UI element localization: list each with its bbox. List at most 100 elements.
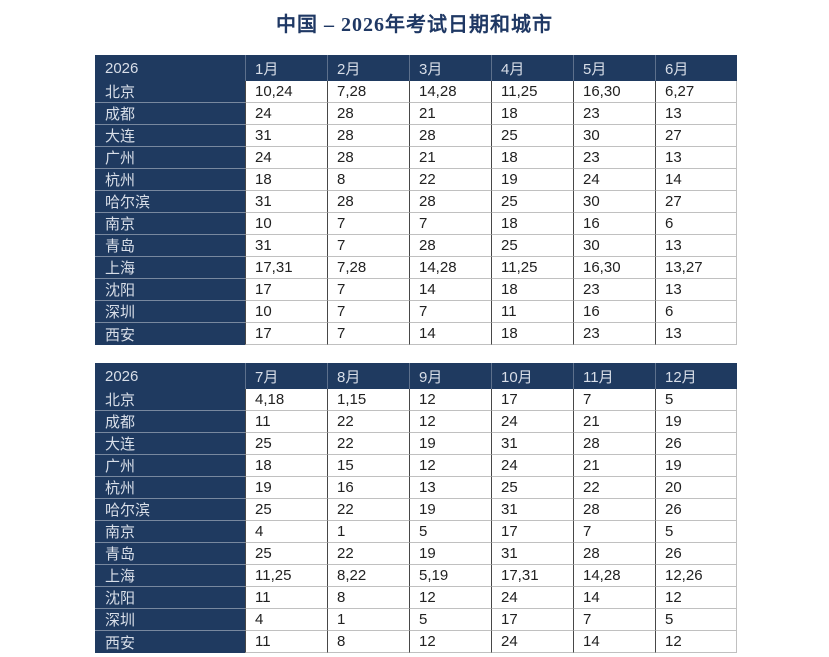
date-cell: 7 <box>573 521 655 543</box>
date-cell: 21 <box>409 147 491 169</box>
city-cell: 沈阳 <box>95 279 245 301</box>
date-cell: 19 <box>245 477 327 499</box>
city-cell: 南京 <box>95 213 245 235</box>
table-header-row: 2026 1月 2月 3月 4月 5月 6月 <box>95 55 737 81</box>
date-cell: 8,22 <box>327 565 409 587</box>
date-cell: 23 <box>573 279 655 301</box>
city-cell: 北京 <box>95 81 245 103</box>
date-cell: 11,25 <box>245 565 327 587</box>
date-cell: 24 <box>245 147 327 169</box>
date-cell: 30 <box>573 191 655 213</box>
date-cell: 18 <box>491 213 573 235</box>
month-header-cell: 6月 <box>655 55 737 81</box>
date-cell: 10 <box>245 301 327 323</box>
table-row: 上海 11,25 8,22 5,19 17,31 14,28 12,26 <box>95 565 737 587</box>
date-cell: 14,28 <box>409 81 491 103</box>
month-header-cell: 2月 <box>327 55 409 81</box>
date-cell: 23 <box>573 323 655 345</box>
exam-table-2: 2026 7月 8月 9月 10月 11月 12月 北京 4,18 1,15 12 17 7 5 成都 11 2… <box>95 363 737 653</box>
city-cell: 北京 <box>95 389 245 411</box>
date-cell: 25 <box>245 433 327 455</box>
date-cell: 13 <box>655 147 737 169</box>
date-cell: 28 <box>327 125 409 147</box>
date-cell: 19 <box>491 169 573 191</box>
city-cell: 广州 <box>95 455 245 477</box>
date-cell: 16,30 <box>573 81 655 103</box>
date-cell: 13 <box>655 235 737 257</box>
date-cell: 24 <box>491 587 573 609</box>
date-cell: 17 <box>491 521 573 543</box>
date-cell: 6 <box>655 213 737 235</box>
date-cell: 7 <box>409 301 491 323</box>
table-row: 广州 18 15 12 24 21 19 <box>95 455 737 477</box>
month-header-cell: 11月 <box>573 363 655 389</box>
date-cell: 17 <box>491 609 573 631</box>
date-cell: 28 <box>327 103 409 125</box>
date-cell: 19 <box>655 411 737 433</box>
city-cell: 上海 <box>95 565 245 587</box>
date-cell: 25 <box>245 499 327 521</box>
date-cell: 18 <box>491 147 573 169</box>
date-cell: 18 <box>491 323 573 345</box>
date-cell: 12 <box>409 455 491 477</box>
date-cell: 1,15 <box>327 389 409 411</box>
date-cell: 17 <box>245 279 327 301</box>
date-cell: 21 <box>573 455 655 477</box>
date-cell: 6,27 <box>655 81 737 103</box>
city-cell: 青岛 <box>95 543 245 565</box>
date-cell: 13 <box>655 279 737 301</box>
date-cell: 12 <box>409 631 491 653</box>
date-cell: 14 <box>409 323 491 345</box>
table-row: 哈尔滨 31 28 28 25 30 27 <box>95 191 737 213</box>
table-row: 西安 11 8 12 24 14 12 <box>95 631 737 653</box>
date-cell: 28 <box>327 191 409 213</box>
exam-table-1: 2026 1月 2月 3月 4月 5月 6月 北京 10,24 7,28 14,28 11,25 16,… <box>95 55 737 345</box>
date-cell: 22 <box>327 543 409 565</box>
date-cell: 19 <box>409 499 491 521</box>
city-cell: 南京 <box>95 521 245 543</box>
table-row: 南京 4 1 5 17 7 5 <box>95 521 737 543</box>
date-cell: 19 <box>655 455 737 477</box>
date-cell: 11 <box>245 411 327 433</box>
date-cell: 7 <box>573 389 655 411</box>
date-cell: 1 <box>327 521 409 543</box>
city-cell: 深圳 <box>95 609 245 631</box>
table-row: 青岛 25 22 19 31 28 26 <box>95 543 737 565</box>
date-cell: 21 <box>409 103 491 125</box>
table-row: 沈阳 11 8 12 24 14 12 <box>95 587 737 609</box>
date-cell: 7,28 <box>327 81 409 103</box>
date-cell: 7 <box>327 301 409 323</box>
date-cell: 4 <box>245 609 327 631</box>
table-row: 广州 24 28 21 18 23 13 <box>95 147 737 169</box>
table-row: 北京 4,18 1,15 12 17 7 5 <box>95 389 737 411</box>
date-cell: 22 <box>327 499 409 521</box>
table-row: 哈尔滨 25 22 19 31 28 26 <box>95 499 737 521</box>
date-cell: 13 <box>655 103 737 125</box>
date-cell: 5 <box>655 521 737 543</box>
date-cell: 19 <box>409 543 491 565</box>
date-cell: 16 <box>573 213 655 235</box>
date-cell: 22 <box>327 411 409 433</box>
date-cell: 11,25 <box>491 81 573 103</box>
table-row: 青岛 31 7 28 25 30 13 <box>95 235 737 257</box>
city-cell: 杭州 <box>95 477 245 499</box>
date-cell: 14 <box>655 169 737 191</box>
month-header-cell: 7月 <box>245 363 327 389</box>
date-cell: 30 <box>573 235 655 257</box>
date-cell: 13,27 <box>655 257 737 279</box>
date-cell: 26 <box>655 543 737 565</box>
month-header-cell: 12月 <box>655 363 737 389</box>
date-cell: 22 <box>573 477 655 499</box>
city-cell: 广州 <box>95 147 245 169</box>
month-header-cell: 8月 <box>327 363 409 389</box>
date-cell: 15 <box>327 455 409 477</box>
date-cell: 7 <box>409 213 491 235</box>
date-cell: 8 <box>327 587 409 609</box>
date-cell: 31 <box>245 235 327 257</box>
city-cell: 大连 <box>95 125 245 147</box>
month-header-cell: 9月 <box>409 363 491 389</box>
city-cell: 上海 <box>95 257 245 279</box>
table-row: 上海 17,31 7,28 14,28 11,25 16,30 13,27 <box>95 257 737 279</box>
date-cell: 7 <box>327 213 409 235</box>
date-cell: 26 <box>655 499 737 521</box>
